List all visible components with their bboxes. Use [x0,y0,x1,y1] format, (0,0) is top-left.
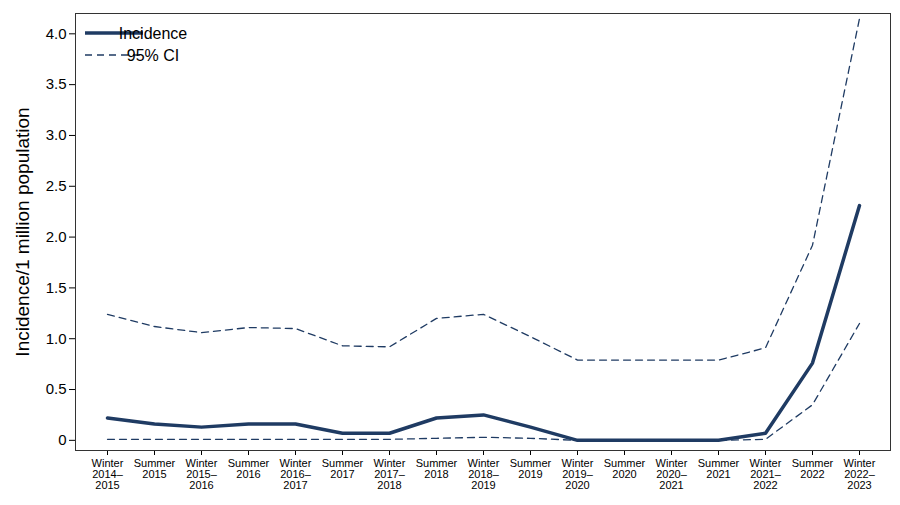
svg-text:4.0: 4.0 [46,25,67,42]
svg-text:Summer2017: Summer2017 [322,457,364,480]
svg-text:Winter2015–2016: Winter2015–2016 [186,457,218,491]
svg-text:1.5: 1.5 [46,279,67,296]
svg-text:0.5: 0.5 [46,380,67,397]
svg-text:Summer2015: Summer2015 [134,457,176,480]
svg-text:Summer2018: Summer2018 [416,457,458,480]
svg-text:1.0: 1.0 [46,330,67,347]
svg-text:95% CI: 95% CI [127,47,179,64]
svg-text:Winter2020–2021: Winter2020–2021 [656,457,688,491]
svg-text:Summer2016: Summer2016 [228,457,270,480]
svg-text:Incidence: Incidence [119,25,188,42]
svg-text:Summer2022: Summer2022 [792,457,834,480]
svg-text:Summer2020: Summer2020 [604,457,646,480]
svg-text:3.5: 3.5 [46,75,67,92]
svg-text:3.0: 3.0 [46,126,67,143]
svg-text:Summer2019: Summer2019 [510,457,552,480]
svg-text:Winter2022–2023: Winter2022–2023 [844,457,876,491]
svg-text:Winter2021–2022: Winter2021–2022 [750,457,782,491]
svg-text:2.5: 2.5 [46,177,67,194]
svg-text:Winter2019–2020: Winter2019–2020 [562,457,594,491]
svg-text:Summer2021: Summer2021 [698,457,740,480]
svg-text:0: 0 [58,431,66,448]
svg-text:2.0: 2.0 [46,228,67,245]
svg-text:Winter2018–2019: Winter2018–2019 [468,457,500,491]
svg-text:Incidence/1 million population: Incidence/1 million population [12,107,33,356]
svg-text:Winter2014–2015: Winter2014–2015 [92,457,124,491]
svg-text:Winter2017–2018: Winter2017–2018 [374,457,406,491]
svg-text:Winter2016–2017: Winter2016–2017 [280,457,312,491]
